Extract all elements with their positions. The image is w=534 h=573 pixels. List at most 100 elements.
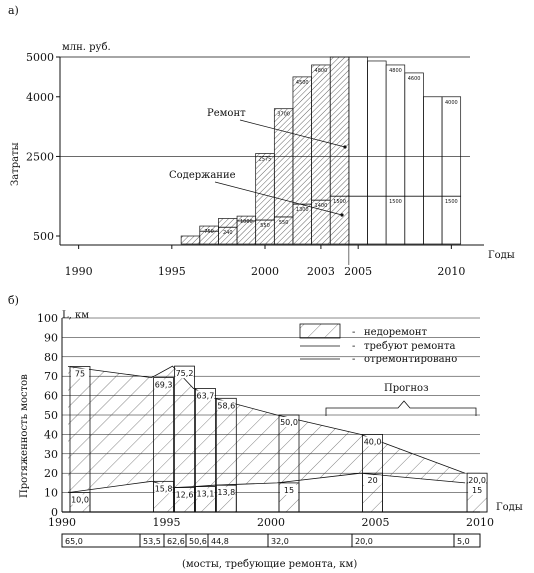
panel-a-repair-label: 4800 — [315, 68, 328, 74]
panel-b-done-label-box — [175, 489, 194, 500]
panel-b-done-label: 20 — [368, 476, 378, 485]
panel-a-plot: 750 240 1000 2575 550 3700 550 4500 1300 4800 1400… — [180, 56, 462, 265]
annotation-remont-leader — [239, 119, 346, 148]
panel-a-x-tick-label: 2003 — [307, 265, 335, 278]
panel-a-maintenance-bar — [367, 195, 387, 245]
panel-b-done-label: 13,8 — [217, 488, 235, 497]
panel-a-repair-bar — [292, 76, 312, 205]
forecast-bracket-line — [325, 400, 477, 416]
panel-b-need-label: 58,6 — [217, 401, 235, 410]
panel-a-x-tick-label: 2010 — [437, 265, 465, 278]
panel-b-done-label: 15 — [284, 486, 294, 495]
panel-b-done-label: 12,6 — [176, 491, 194, 500]
panel-b-table-cell: 5,0 — [457, 537, 470, 546]
panel-b-done-label: 15,8 — [155, 484, 173, 493]
annotation-remont-dot — [343, 145, 347, 149]
annotation-soderzhanie: Содержание — [169, 170, 236, 181]
panel-b-plot: 75 10,0 69,3 15,8 75,2 12,6 63,7 13,1 58,6 13,8 50… — [67, 365, 488, 513]
panel-b-x-tick-label: 2010 — [466, 516, 494, 529]
panel-b-need-label-box — [468, 475, 487, 486]
panel-b-y-tick-label: 30 — [44, 448, 58, 461]
panel-b-need-label: 69,3 — [155, 381, 173, 390]
legend-dash-3: - — [352, 354, 355, 365]
panel-a-ylabel: Затраты — [10, 142, 21, 186]
panel-b-need-label-box — [154, 379, 173, 390]
panel-a-repair-label: 4800 — [389, 68, 402, 74]
panel-b-done-label-box — [280, 484, 298, 495]
forecast-label: Прогноз — [384, 383, 429, 394]
panel-b-done-label: 13,1 — [196, 490, 214, 499]
panel-b-y-tick-label: 0 — [51, 506, 58, 519]
panel-b-table: 65,0 53,5 62,6 50,6 44,8 32,0 20,0 5,0 — [61, 533, 481, 548]
panel-b-xlabel: Годы — [496, 502, 523, 513]
panel-b-need-label-box — [196, 390, 215, 401]
panel-b-done-label-box — [196, 488, 215, 499]
panel-b-need-label-box — [217, 400, 236, 411]
panel-a-maintenance-bar — [180, 235, 201, 245]
panel-b-table-cell: 65,0 — [65, 537, 83, 546]
panel-a-x-tick-label: 2005 — [344, 265, 372, 278]
panel-a-repair-bar — [441, 96, 462, 197]
panel-b-need-label-box — [175, 368, 194, 379]
panel-b-table-cell: 50,6 — [189, 537, 207, 546]
panel-a-repair-bar — [348, 56, 368, 197]
panel-b-table-cell: 44,8 — [211, 537, 229, 546]
panel-b-need-label-box — [71, 368, 89, 379]
panel-b-x-tick-label: 2005 — [362, 516, 390, 529]
panel-a-repair-label: 2575 — [259, 156, 272, 162]
panel-a-repair-label: 4600 — [408, 76, 421, 82]
panel-b-y-tick-label: 10 — [44, 487, 58, 500]
panel-b-done-label-box — [217, 487, 236, 498]
panel-a-y-tick-label: 2500 — [26, 150, 54, 163]
panel-a: а) млн. руб. Затраты Годы 500 2500 4000 500… — [8, 4, 515, 278]
panel-b-done-label-box — [154, 483, 173, 494]
panel-a-repair-bar — [367, 60, 387, 197]
panel-a-repair-bar — [255, 153, 275, 221]
panel-a-x-tick-label: 1990 — [65, 265, 93, 278]
panel-b-y-tick-label: 20 — [44, 467, 58, 480]
panel-b-table-cell: 53,5 — [143, 537, 161, 546]
panel-a-maintenance-bar — [441, 195, 462, 245]
panel-b-y-tick-label: 50 — [44, 409, 58, 422]
panel-b-caption: (мосты, требующие ремонта, км) — [182, 559, 357, 570]
panel-a-label: а) — [8, 4, 19, 17]
panel-b-done-label: 15 — [472, 486, 482, 495]
panel-a-maintenance-label: 1400 — [315, 203, 328, 209]
panel-a-maintenance-bar — [348, 195, 368, 245]
panel-a-repair-label: 750 — [204, 229, 214, 235]
panel-b-table-cell: 32,0 — [271, 537, 289, 546]
forecast-bracket: Прогноз — [325, 383, 477, 416]
panel-a-repair-bar — [423, 96, 443, 197]
panel-a-maintenance-label: 1500 — [389, 199, 402, 205]
panel-b-need-label: 20,0 — [468, 476, 486, 485]
panel-b-y-unit: L, км — [62, 310, 89, 321]
panel-b-need-label-box — [363, 436, 382, 447]
panel-b-label: б) — [8, 294, 19, 307]
annotation-soderzhanie-leader — [214, 181, 343, 216]
panel-a-maintenance-label: 1500 — [445, 199, 458, 205]
panel-a-maintenance-label: 240 — [223, 230, 233, 236]
panel-b-legend: - недоремонт - требуют ремонта - отремон… — [299, 323, 457, 365]
panel-b: б) L, км Протяженность мостов Годы 0 10 20… — [8, 294, 523, 570]
legend-label-otremontirovano: отремонтировано — [364, 354, 457, 365]
panel-a-repair-bar — [385, 64, 406, 197]
panel-a-repair-bar — [404, 72, 424, 197]
panel-a-repair-label: 1000 — [240, 219, 253, 225]
panel-a-maintenance-label: 1300 — [296, 207, 309, 213]
panel-b-need-label-box — [280, 417, 298, 427]
panel-b-y-tick-label: 70 — [44, 370, 58, 383]
panel-a-x-tick-label: 1995 — [158, 265, 186, 278]
panel-a-xlabel: Годы — [488, 250, 515, 261]
panel-a-repair-label: 3700 — [277, 112, 290, 118]
panel-a-repair-label: 4000 — [445, 100, 458, 106]
legend-dash-2: - — [352, 341, 355, 352]
panel-a-x-tick-label: 2000 — [251, 265, 279, 278]
panel-a-y-tick-label: 4000 — [26, 91, 54, 104]
legend-dash-1: - — [352, 327, 355, 338]
panel-a-maintenance-label: 550 — [279, 220, 289, 226]
panel-b-done-label: 10,0 — [71, 496, 89, 505]
panel-a-maintenance-label: 550 — [260, 223, 270, 229]
panel-b-y-tick-label: 60 — [44, 390, 58, 403]
panel-a-repair-bar — [273, 108, 294, 218]
